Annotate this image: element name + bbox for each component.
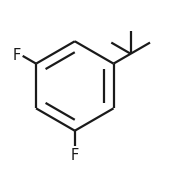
Text: F: F <box>71 148 79 163</box>
Text: F: F <box>13 48 21 63</box>
